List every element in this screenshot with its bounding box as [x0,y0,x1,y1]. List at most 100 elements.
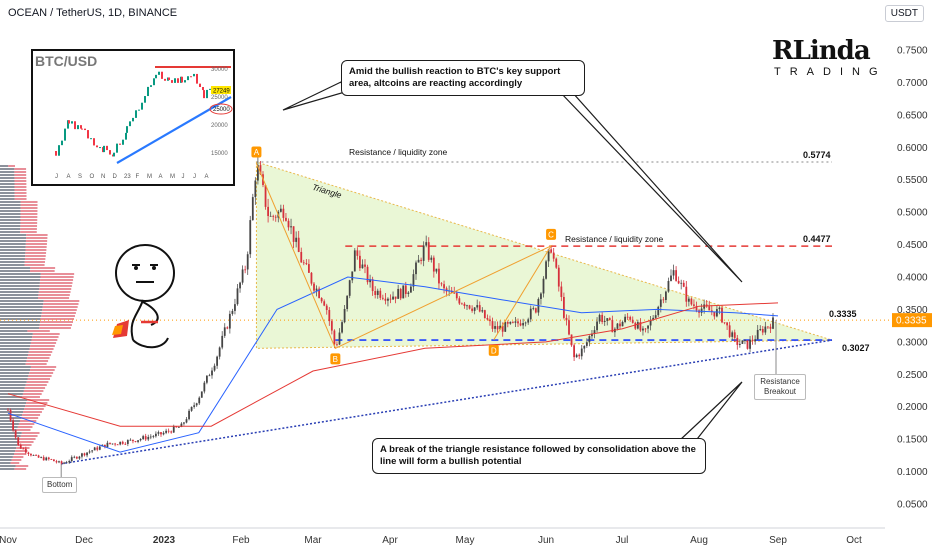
candle-body [491,321,494,329]
candle-body [532,308,535,310]
inset-support-circle [209,103,233,115]
candle-body [667,280,670,292]
candle-body [185,419,188,423]
candle-body [285,217,287,221]
candle-body [218,347,221,357]
inset-price-tick: 25000 [211,95,228,101]
price-axis[interactable]: 0.7500 0.7000 0.6500 0.6000 0.5500 0.5000 0.45… [892,46,932,511]
candle-body [12,420,14,431]
candle-body [481,310,484,312]
candle-body [384,298,387,301]
candle-body [471,308,473,311]
candle-body [376,290,379,295]
inset-candle [171,80,173,83]
candle-body [387,298,389,301]
candle-body [91,450,94,452]
candle-body [478,305,481,312]
price-tick-label: 0.3500 [897,305,928,316]
candle-body [318,288,320,299]
candle-body [718,307,721,310]
candle-body [83,453,86,456]
candle-body [458,298,461,304]
candle-body [741,340,744,344]
inset-time-tick: A [159,174,163,180]
candle-body [170,431,173,433]
candle-body [759,329,762,330]
candle-body [58,461,60,463]
inset-candle [80,125,82,129]
price-tick-label: 0.4500 [897,240,928,251]
candle-body [476,305,479,308]
candle-body [575,354,578,358]
candle-body [155,433,157,437]
candle-body [534,308,537,313]
inset-candle [116,143,118,153]
time-axis[interactable]: Nov Dec 2023 Feb Mar Apr May Jun Jul Aug Sep Oct [0,527,885,546]
abcd-pattern-line [255,163,553,350]
inset-title: BTC/USD [35,53,98,69]
candle-body [733,332,736,338]
candle-body [522,323,524,326]
price-tick-label: 0.5000 [897,208,928,219]
candle-body [432,257,435,272]
candle-body [111,443,114,445]
candle-body [749,339,751,349]
candle-body [160,432,162,435]
candle-body [172,426,175,433]
candle-body [106,442,109,448]
candle-body [494,326,496,329]
candle-body [751,339,754,342]
candle-body [512,321,514,323]
candle-body [394,296,397,299]
candle-body [267,206,269,217]
candle-body [142,436,145,440]
inset-candle [190,76,192,78]
candle-body [529,308,532,320]
currency-button[interactable]: USDT [884,5,924,22]
candle-body [208,375,211,377]
candle-body [700,308,703,313]
candle-body [710,310,713,312]
inset-time-tick: A [205,174,209,180]
candle-body [244,269,247,271]
candle-body [647,325,649,329]
inset-price-tick: 20000 [211,123,228,129]
inset-candle [103,145,105,153]
candle-body [379,290,382,298]
candle-body [593,330,596,334]
candle-body [514,321,517,323]
inset-candle [122,139,124,145]
time-tick-label: Aug [690,535,708,546]
inset-time-tick: J [193,174,196,180]
candle-body [35,455,37,456]
candle-body [545,261,547,279]
candle-body [45,457,48,461]
candle-body [73,456,76,458]
candle-body [649,319,652,326]
candle-body [206,375,208,383]
candle-body [726,322,728,326]
candle-body [677,280,680,284]
candle-body [149,436,152,438]
candle-body [338,332,341,345]
candle-body [216,356,218,366]
candle-body [65,462,68,464]
candle-body [27,452,30,454]
candle-body [144,436,147,440]
candle-body [348,280,351,296]
pattern-point-label: A [254,148,260,157]
candle-body [425,242,428,246]
brand-subtitle-text: TRADING [774,66,887,78]
candle-body [415,262,417,275]
doodle-character-icon [112,244,175,349]
inset-time-tick: 23 [124,174,131,180]
candle-body [644,328,647,330]
candle-body [328,310,331,322]
candle-body [517,321,519,324]
candle-body [223,327,226,336]
price-tick-label: 0.1000 [897,467,928,478]
candle-body [257,165,259,181]
candle-body [37,455,40,458]
candle-body [443,284,445,289]
time-tick-label: Oct [846,535,862,546]
